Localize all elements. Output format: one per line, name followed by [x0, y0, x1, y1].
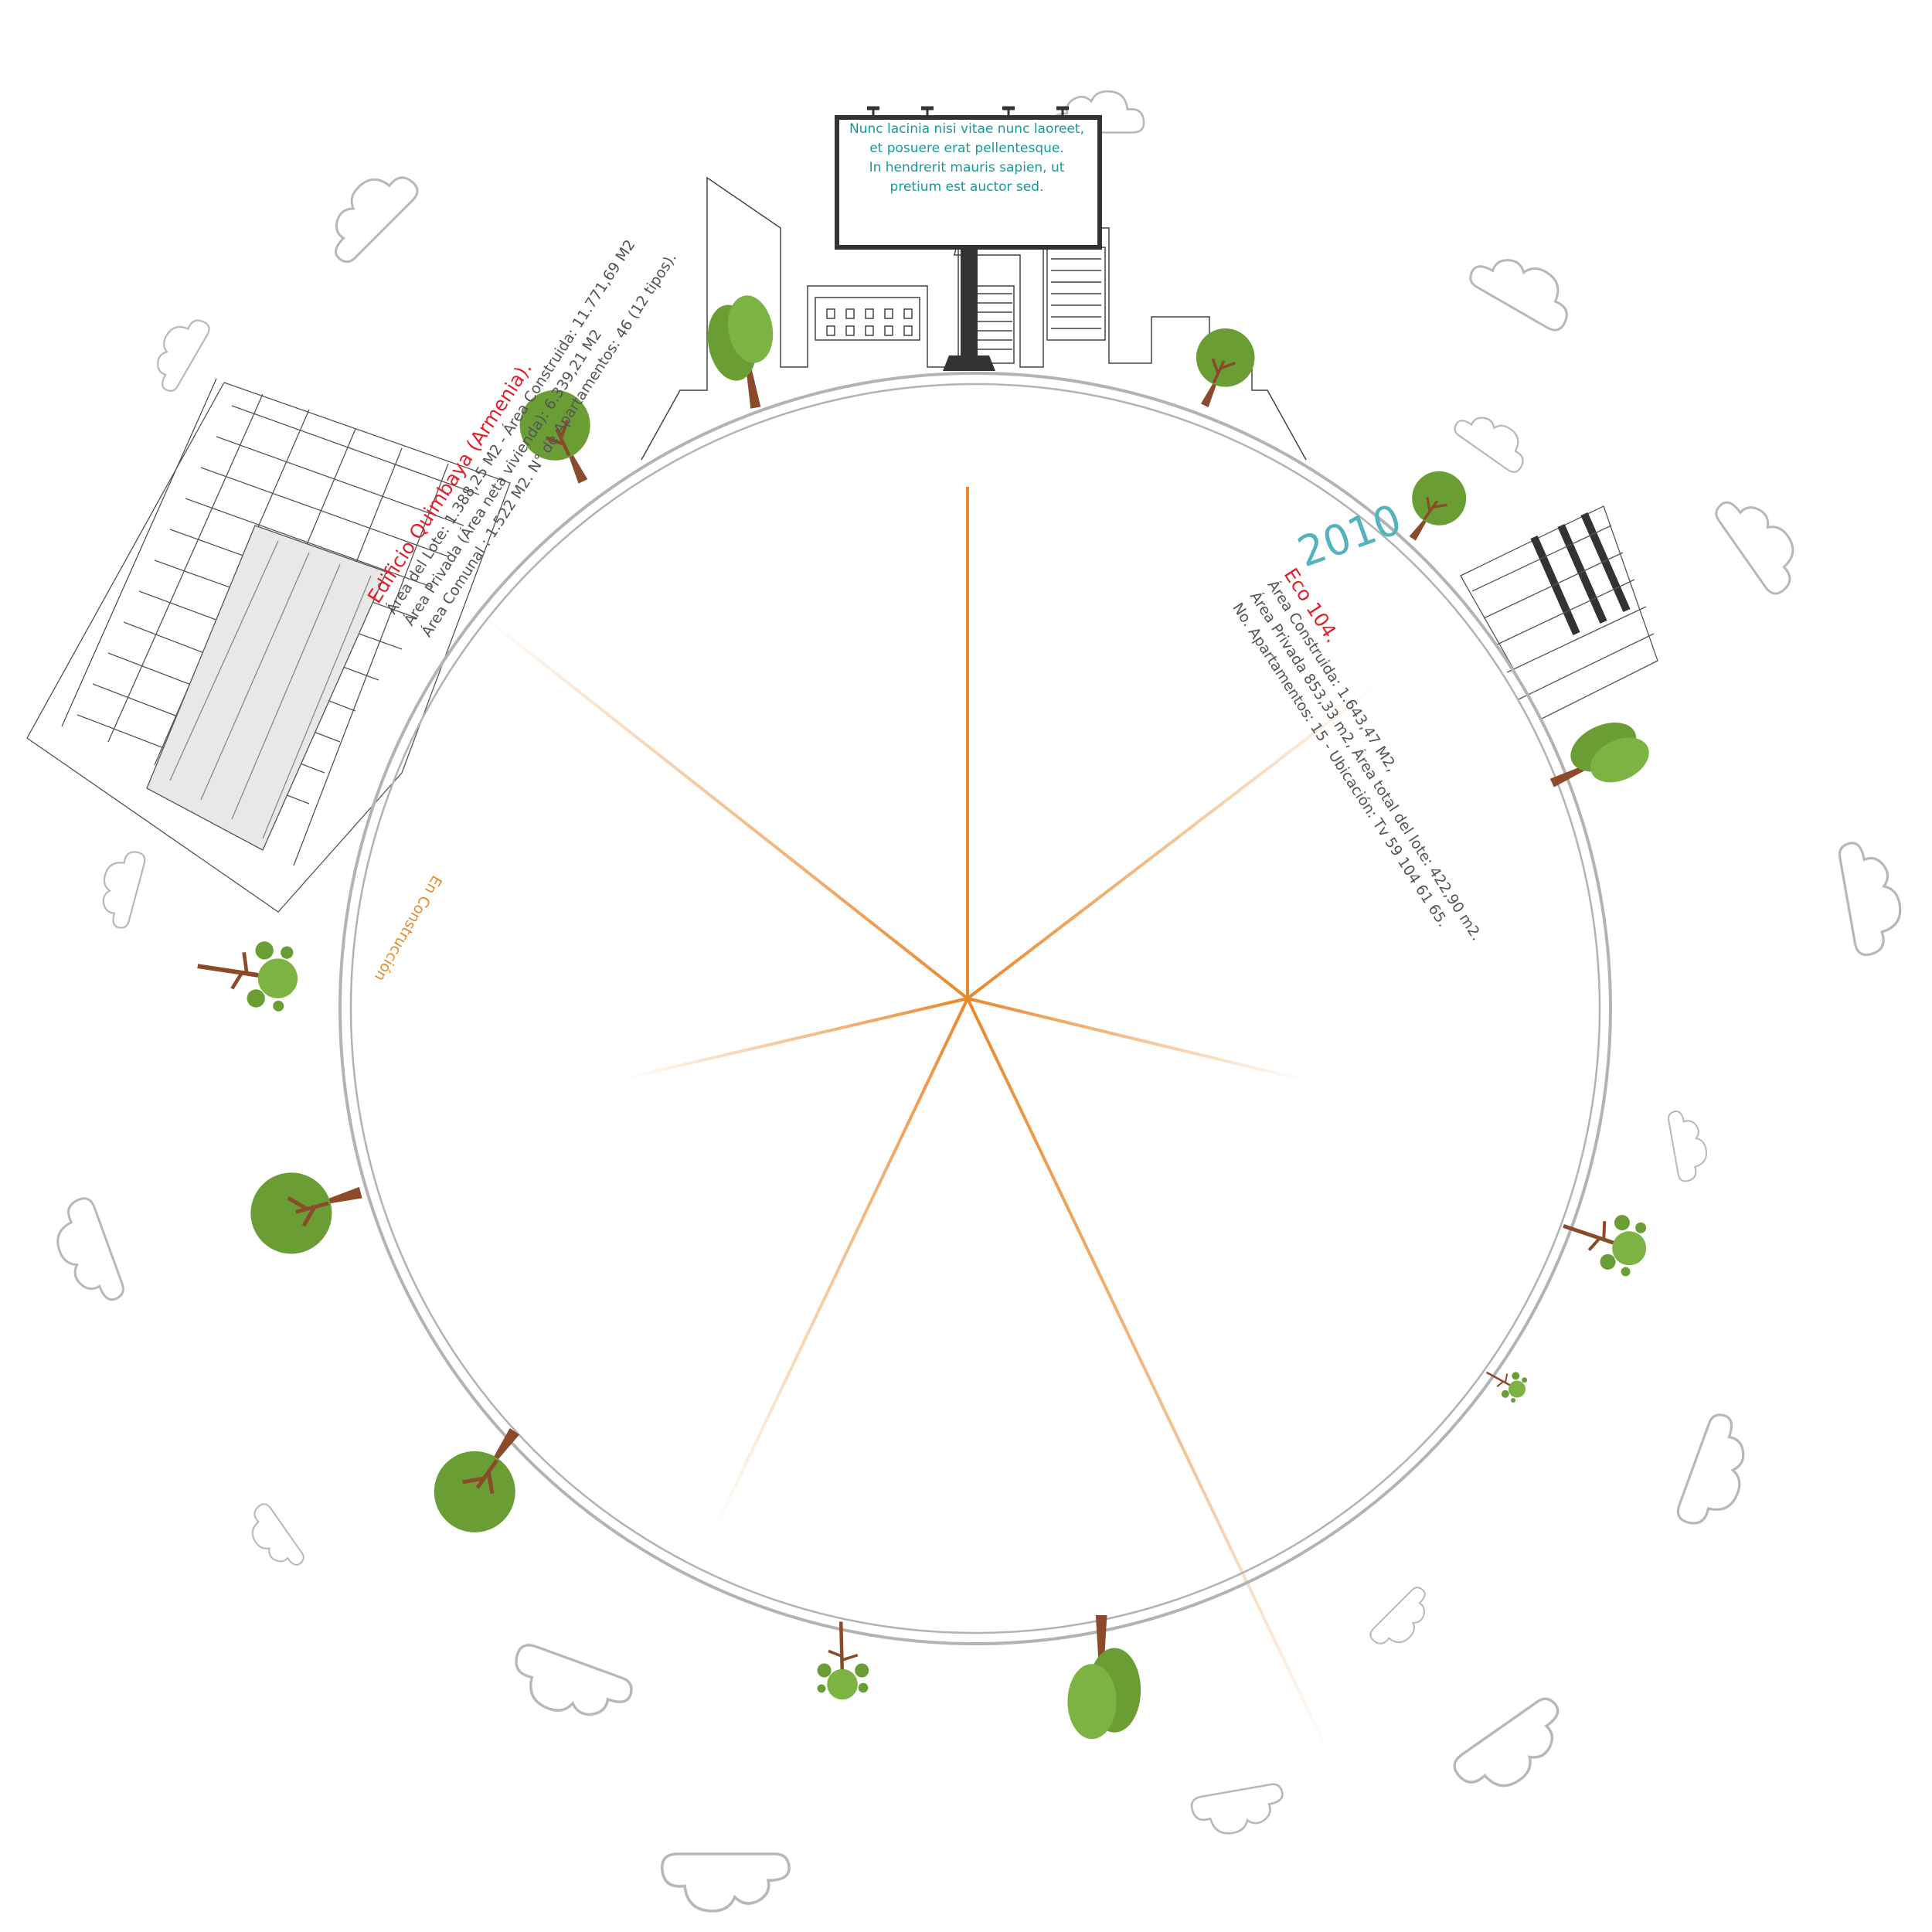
- cloud: [1448, 1692, 1581, 1809]
- spoke: [966, 679, 1385, 1000]
- spoke: [625, 997, 968, 1080]
- cloud: [1673, 1410, 1763, 1536]
- cloud: [1666, 1106, 1712, 1183]
- cloud: [92, 845, 148, 931]
- cloud: [1711, 482, 1813, 599]
- spoke: [967, 997, 1307, 1082]
- billboard-line: pretium est auctor sed.: [889, 179, 1044, 195]
- cloud: [502, 1640, 637, 1735]
- billboard-line: In hendrerit mauris sapien, ut: [869, 160, 1065, 175]
- quimbaya-building: [26, 378, 511, 913]
- tree-icon: [192, 930, 304, 1014]
- spoke: [713, 998, 969, 1529]
- cloud: [1451, 401, 1536, 476]
- spoke: [966, 998, 1331, 1755]
- tree-icon: [701, 291, 786, 414]
- cloud: [1465, 238, 1583, 335]
- cloud: [311, 156, 423, 267]
- cloud: [1189, 1781, 1289, 1841]
- cloud: [660, 1852, 791, 1913]
- timeline-ring: [338, 372, 1612, 1645]
- cloud: [1836, 835, 1909, 958]
- spoke: [481, 614, 969, 1000]
- tree-icon: [418, 1409, 549, 1548]
- tree-icon: [1177, 319, 1264, 417]
- billboard-line: et posuere erat pellentesque.: [869, 141, 1064, 156]
- cloud: [44, 1194, 128, 1313]
- tree-icon: [1554, 1197, 1655, 1281]
- cloud: [1366, 1583, 1441, 1658]
- spokes: [481, 487, 1385, 1755]
- cloud: [239, 1500, 308, 1579]
- billboard-line: Nunc lacinia nisi vitae nunc laoreet,: [849, 121, 1084, 137]
- billboard: [835, 106, 1102, 371]
- tree-icon: [242, 1155, 372, 1263]
- tree-icon: [1538, 710, 1657, 808]
- eco104-building: [1460, 505, 1658, 719]
- cloud: [141, 308, 213, 395]
- billboard-text: Nunc lacinia nisi vitae nunc laoreet, et…: [839, 120, 1094, 243]
